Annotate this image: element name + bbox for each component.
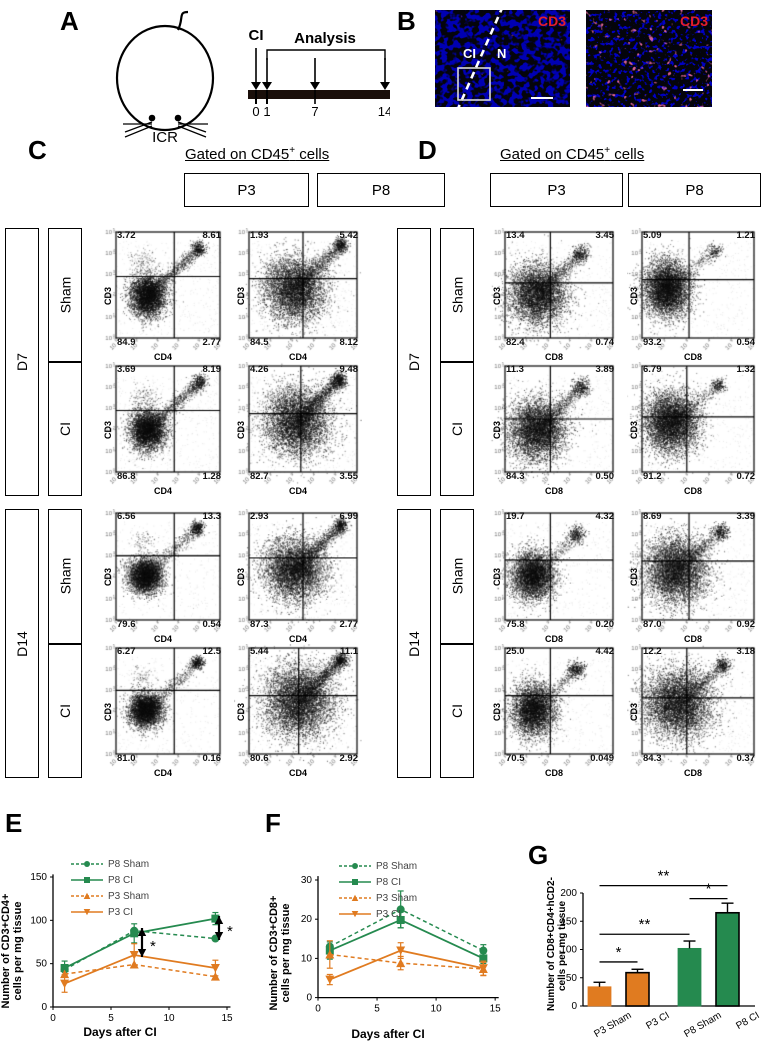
svg-text:10: 10: [431, 1004, 443, 1015]
svg-text:30: 30: [301, 875, 313, 886]
svg-text:10: 10: [163, 1013, 175, 1024]
svg-text:ICR: ICR: [152, 129, 178, 145]
svg-text:0: 0: [50, 1013, 56, 1024]
svg-text:5: 5: [108, 1013, 114, 1024]
svg-text:*: *: [227, 923, 233, 940]
svg-text:50: 50: [36, 959, 48, 970]
svg-text:0: 0: [306, 993, 312, 1004]
svg-text:5: 5: [374, 1004, 380, 1015]
svg-text:100: 100: [30, 915, 47, 926]
svg-text:0: 0: [252, 104, 259, 119]
svg-text:20: 20: [301, 914, 313, 925]
svg-text:7: 7: [311, 104, 318, 119]
svg-text:Analysis: Analysis: [294, 30, 356, 47]
svg-text:10: 10: [301, 953, 313, 964]
svg-text:150: 150: [30, 872, 47, 883]
svg-text:**: **: [658, 868, 670, 885]
svg-text:0: 0: [571, 1001, 577, 1012]
svg-text:0: 0: [315, 1004, 321, 1015]
svg-text:15: 15: [490, 1004, 502, 1015]
svg-text:*: *: [150, 938, 156, 955]
svg-text:1: 1: [263, 104, 270, 119]
svg-text:*: *: [616, 944, 622, 961]
svg-text:*: *: [706, 881, 712, 898]
svg-text:0: 0: [41, 1002, 47, 1013]
svg-text:15: 15: [221, 1013, 233, 1024]
svg-text:**: **: [639, 916, 651, 933]
svg-text:CI: CI: [249, 27, 264, 44]
svg-text:14: 14: [378, 104, 390, 119]
